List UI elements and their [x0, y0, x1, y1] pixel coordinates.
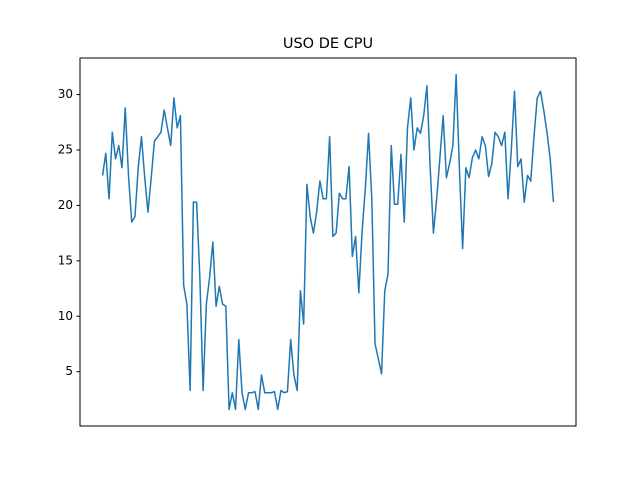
chart-title: USO DE CPU: [283, 36, 373, 52]
y-tick-label: 10: [58, 309, 73, 323]
plot-frame: [79, 57, 577, 427]
y-tick-label: 30: [58, 87, 73, 101]
y-tick-label: 5: [65, 364, 73, 378]
y-tick-label: 15: [58, 253, 73, 267]
y-tick-label: 25: [58, 143, 73, 157]
data-line: [101, 73, 555, 411]
y-tick-label: 20: [58, 198, 73, 212]
